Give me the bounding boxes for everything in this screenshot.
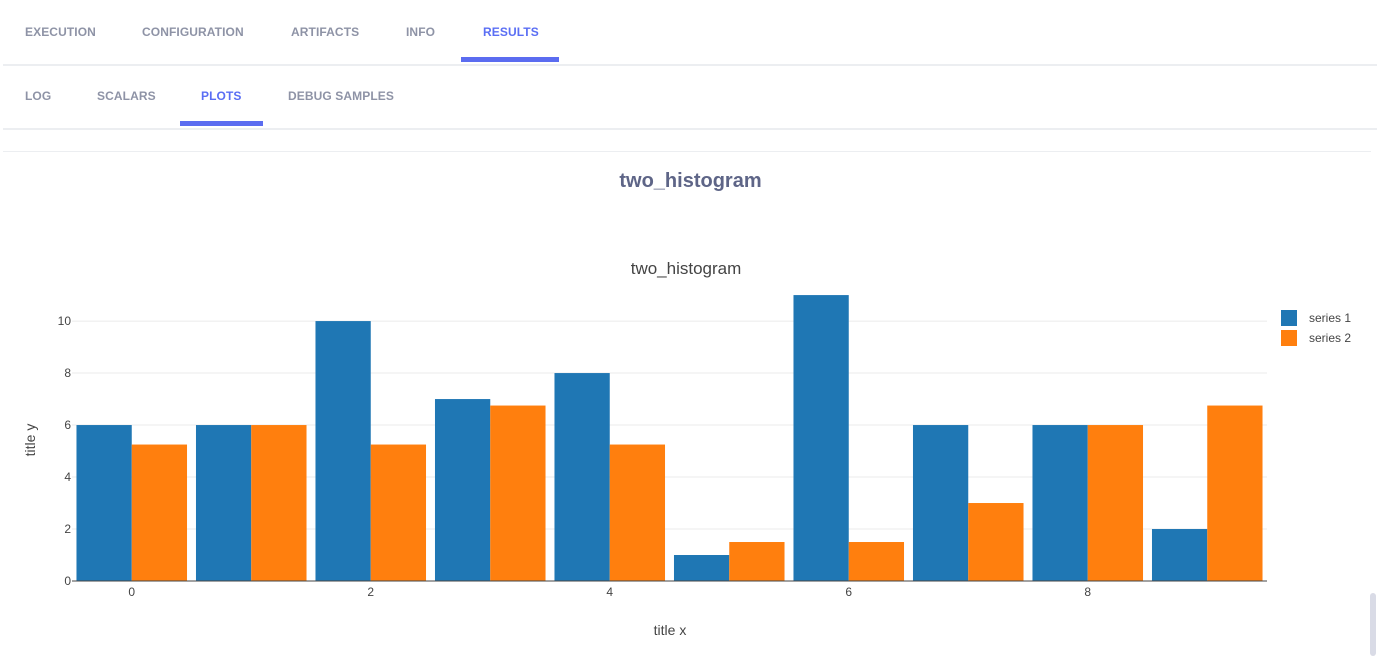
bar-series2-x1 <box>251 425 307 581</box>
y-tick-label: 0 <box>64 574 71 588</box>
bar-series2-x2 <box>370 444 427 581</box>
main-tabbar: EXECUTION CONFIGURATION ARTIFACTS INFO R… <box>3 0 1377 66</box>
bar-series2-x3 <box>490 405 546 581</box>
bar-series1-x4 <box>554 373 610 581</box>
plot-heading: two_histogram <box>619 170 762 192</box>
x-tick-label: 2 <box>367 585 374 599</box>
bar-series1-x9 <box>1151 529 1208 581</box>
y-tick-label: 2 <box>64 522 71 536</box>
bar-series1-x1 <box>195 425 252 581</box>
legend-label-series2[interactable]: series 2 <box>1309 331 1351 345</box>
active-subtab-indicator <box>180 121 263 126</box>
bar-series2-x5 <box>729 542 785 581</box>
bar-series1-x8 <box>1032 425 1088 581</box>
bar-series1-x6 <box>793 295 849 581</box>
bar-series1-x2 <box>315 321 371 581</box>
y-tick-label: 8 <box>64 366 71 380</box>
subtab-log[interactable]: LOG <box>25 89 52 103</box>
x-tick-label: 8 <box>1084 585 1091 599</box>
x-tick-label: 6 <box>845 585 852 599</box>
subtab-scalars[interactable]: SCALARS <box>97 89 156 103</box>
histogram-chart: 0 2 4 6 8 10 0 2 4 6 8 two_histogram title x title… <box>22 259 1351 638</box>
bars <box>76 295 1263 581</box>
subtab-debug-samples[interactable]: DEBUG SAMPLES <box>288 89 394 103</box>
tab-info[interactable]: INFO <box>406 25 436 39</box>
x-tick-label: 4 <box>606 585 613 599</box>
bar-series1-x0 <box>76 425 132 581</box>
legend-label-series1[interactable]: series 1 <box>1309 311 1351 325</box>
bar-series2-x6 <box>848 542 905 581</box>
axes: 0 2 4 6 8 10 0 2 4 6 8 <box>58 314 1267 599</box>
y-tick-label: 6 <box>64 418 71 432</box>
scrollbar[interactable] <box>1370 593 1376 656</box>
chart-legend: series 1 series 2 <box>1281 310 1351 346</box>
bar-series1-x7 <box>912 425 969 581</box>
bar-series1-x5 <box>673 555 730 581</box>
bar-series2-x0 <box>131 444 188 581</box>
bar-series2-x9 <box>1207 405 1263 581</box>
tab-results[interactable]: RESULTS <box>483 25 539 39</box>
section-divider <box>3 151 1371 152</box>
y-tick-label: 10 <box>58 314 72 328</box>
active-tab-indicator <box>461 57 559 62</box>
legend-swatch-series1[interactable] <box>1281 310 1297 326</box>
sub-tabbar: LOG SCALARS PLOTS DEBUG SAMPLES <box>3 64 1377 130</box>
chart-title: two_histogram <box>631 259 742 278</box>
bar-series1-x3 <box>434 399 491 581</box>
y-axis-label: title y <box>22 424 38 457</box>
x-axis-label: title x <box>654 622 687 638</box>
legend-swatch-series2[interactable] <box>1281 330 1297 346</box>
bar-series2-x7 <box>968 503 1024 581</box>
y-tick-label: 4 <box>64 470 71 484</box>
bar-series2-x8 <box>1087 425 1144 581</box>
tab-artifacts[interactable]: ARTIFACTS <box>291 25 360 39</box>
x-tick-label: 0 <box>128 585 135 599</box>
subtab-plots[interactable]: PLOTS <box>201 89 242 103</box>
tab-configuration[interactable]: CONFIGURATION <box>142 25 244 39</box>
tab-execution[interactable]: EXECUTION <box>25 25 96 39</box>
bar-series2-x4 <box>609 444 666 581</box>
